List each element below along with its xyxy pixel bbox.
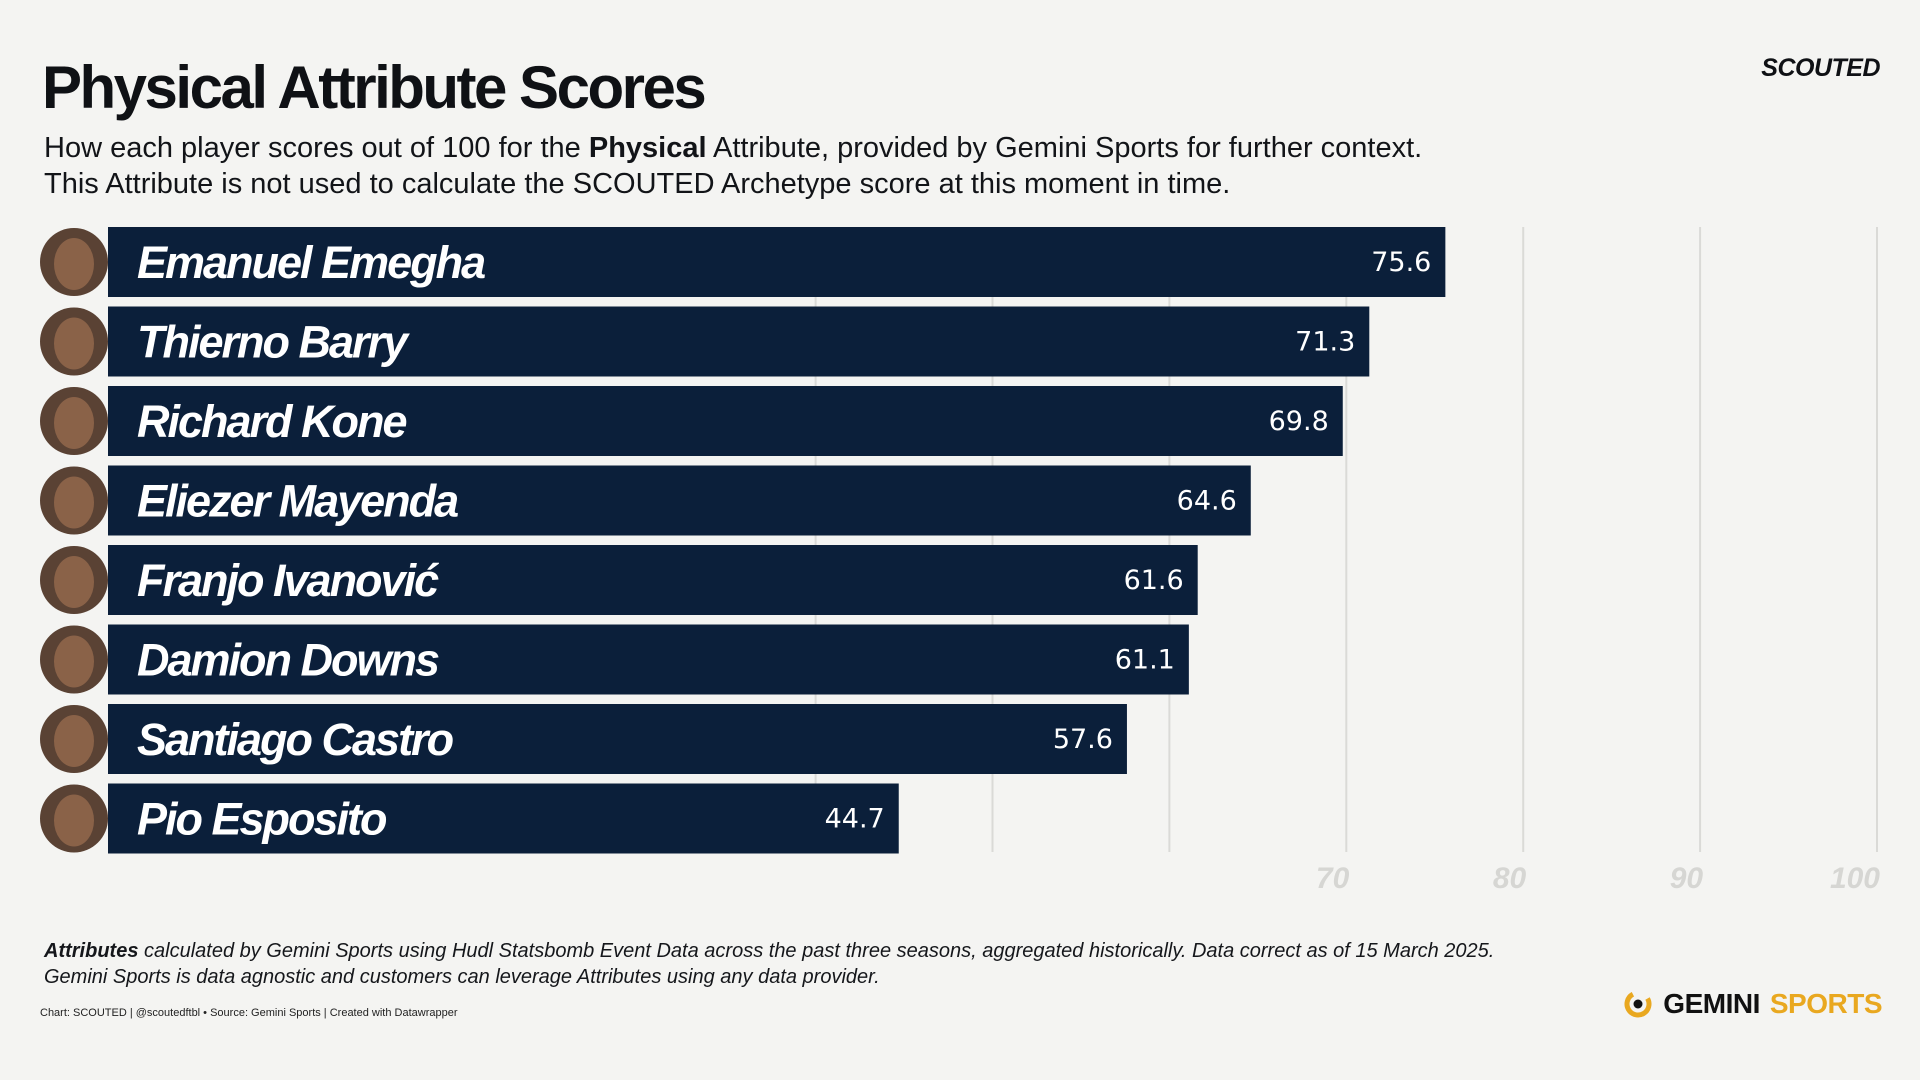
bar	[108, 386, 1343, 456]
bar-value-label: 61.1	[1115, 645, 1175, 676]
subtitle-line-1: How each player scores out of 100 for th…	[44, 130, 1644, 166]
subtitle-text: Attribute, provided by Gemini Sports for…	[706, 132, 1423, 164]
bar-label: Santiago Castro	[137, 714, 454, 765]
player-face	[54, 238, 94, 290]
bar	[108, 545, 1198, 615]
chart-credit: Chart: SCOUTED | @scoutedftbl • Source: …	[40, 1007, 458, 1019]
bar-label: Pio Esposito	[137, 794, 387, 845]
tick-label: 80	[1493, 862, 1527, 895]
bar-row: Richard Kone 69.8	[40, 386, 1343, 456]
bar	[108, 306, 1370, 377]
logo-word-sports: SPORTS	[1769, 988, 1883, 1019]
player-face	[54, 476, 94, 529]
bar-label: Franjo Ivanović	[137, 555, 439, 606]
bar-label: Eliezer Mayenda	[137, 476, 458, 527]
bar-value-label: 64.6	[1177, 486, 1237, 517]
bar	[108, 465, 1251, 536]
footnote-text: calculated by Gemini Sports using Hudl S…	[138, 940, 1495, 962]
bar-label: Thierno Barry	[137, 317, 410, 368]
logo-word-gemini: GEMINI	[1663, 988, 1760, 1019]
gemini-sports-logo: GEMINI SPORTS	[1623, 988, 1883, 1020]
bar	[108, 704, 1127, 774]
bar	[108, 227, 1446, 297]
bar-row: Eliezer Mayenda 64.6	[40, 465, 1251, 536]
player-face	[54, 715, 94, 767]
bar-row: Franjo Ivanović 61.6	[40, 545, 1198, 615]
player-face	[54, 635, 94, 688]
footnote-line-2: Gemini Sports is data agnostic and custo…	[44, 966, 880, 988]
footnote: Attributes calculated by Gemini Sports u…	[44, 938, 1744, 990]
bar-label: Richard Kone	[137, 396, 407, 447]
bar-row: Thierno Barry 71.3	[40, 306, 1370, 377]
footnote-line-1: Attributes calculated by Gemini Sports u…	[44, 938, 1744, 964]
bar-value-label: 44.7	[825, 804, 885, 835]
tick-label: 90	[1670, 862, 1704, 895]
bar-row: Pio Esposito 44.7	[40, 783, 899, 854]
bar	[108, 783, 899, 854]
player-face	[54, 556, 94, 608]
player-face	[54, 794, 94, 847]
chart-title: Physical Attribute Scores	[42, 54, 707, 121]
player-face	[54, 317, 94, 370]
bar-value-label: 61.6	[1124, 565, 1184, 596]
bar	[108, 624, 1189, 695]
tick-label: 70	[1316, 862, 1350, 895]
bar-row: Damion Downs 61.1	[40, 624, 1189, 695]
bar-label: Emanuel Emegha	[137, 237, 485, 288]
bar-value-label: 75.6	[1371, 247, 1431, 278]
tick-label: 100	[1830, 862, 1880, 895]
subtitle-text: How each player scores out of 100 for th…	[44, 132, 589, 164]
bar-value-label: 71.3	[1295, 327, 1355, 358]
bar-label: Damion Downs	[137, 635, 439, 686]
player-face	[54, 397, 94, 449]
bar-value-label: 57.6	[1053, 724, 1113, 755]
axis-tick-labels: 70 80 90 100	[1316, 862, 1880, 895]
scouted-brand-logo: SCOUTED	[1761, 54, 1880, 82]
bar-row: Santiago Castro 57.6	[40, 704, 1127, 774]
footnote-bold-text: Attributes	[44, 940, 139, 962]
subtitle-line-2: This Attribute is not used to calculate …	[44, 168, 1231, 200]
bar-chart: Emanuel Emegha 75.6 Thierno Barry 71.3 Richa…	[40, 227, 1880, 895]
chart-subtitle: How each player scores out of 100 for th…	[44, 130, 1644, 202]
gemini-logo-icon	[1624, 990, 1652, 1018]
bar-value-label: 69.8	[1269, 406, 1329, 437]
subtitle-bold-text: Physical	[588, 132, 707, 164]
bars: Emanuel Emegha 75.6 Thierno Barry 71.3 Richa…	[40, 227, 1446, 854]
bar-row: Emanuel Emegha 75.6	[40, 227, 1446, 297]
